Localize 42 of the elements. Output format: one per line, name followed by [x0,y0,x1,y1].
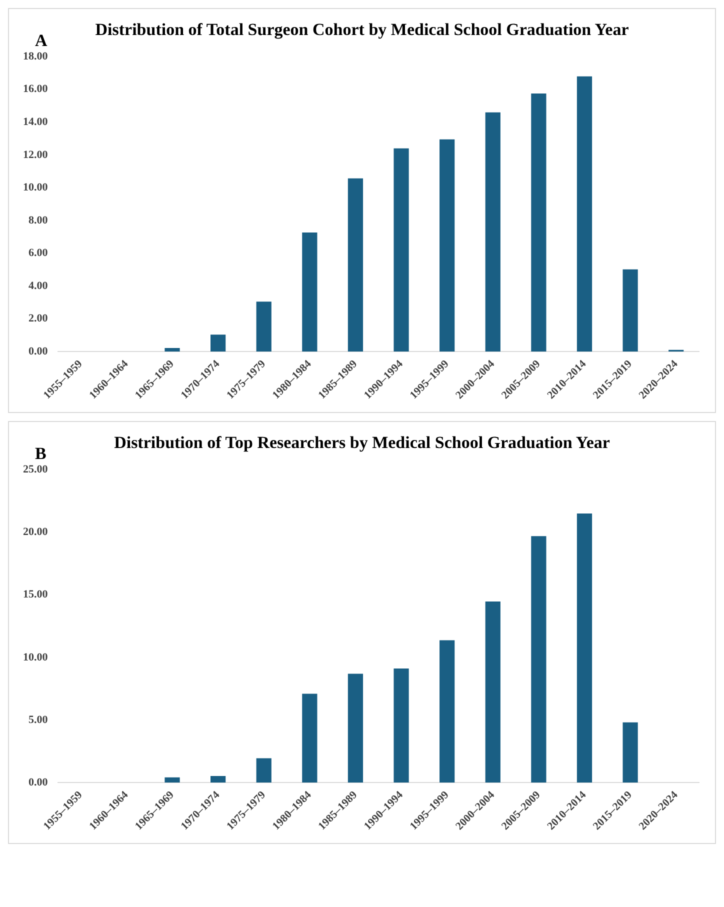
bar [302,232,318,352]
chart-title: Distribution of Top Researchers by Medical School Graduation Year [113,432,611,453]
bar [485,601,500,783]
y-tick-label: 4.00 [28,280,48,292]
bar [531,536,546,783]
bar [302,694,318,783]
text: B [35,444,46,464]
bar [394,148,409,352]
bar [164,348,180,352]
bar [394,668,409,783]
y-tick-label: 10.00 [23,182,48,194]
bar [440,139,455,352]
bar [622,722,638,783]
bar [256,758,272,783]
bar [348,178,364,352]
bar [210,776,226,783]
bar [622,269,638,352]
bar [531,93,546,352]
bar [576,76,592,352]
y-tick-label: 18.00 [23,50,48,62]
y-tick-label: 12.00 [23,148,48,161]
bar [348,674,364,783]
chart-title: Distribution of Total Surgeon Cohort by Medical School Graduation Year [94,19,630,40]
y-tick-label: 20.00 [23,526,48,538]
text: A [35,31,48,51]
y-tick-label: 14.00 [23,116,48,128]
y-tick-label: 15.00 [23,588,48,601]
y-tick-label: 0.00 [28,346,48,358]
y-tick-label: 6.00 [28,247,48,260]
bar [485,112,500,352]
bar [210,334,226,352]
y-tick-label: 10.00 [23,651,48,664]
y-tick-label: 25.00 [23,463,48,476]
bar [164,777,180,783]
bar [440,640,455,783]
bar [256,302,272,352]
y-tick-label: 0.00 [28,776,48,789]
y-tick-label: 16.00 [23,83,48,96]
y-tick-label: 5.00 [28,714,48,726]
y-tick-label: 2.00 [28,312,48,325]
y-tick-label: 8.00 [28,214,48,226]
bar [576,514,592,783]
